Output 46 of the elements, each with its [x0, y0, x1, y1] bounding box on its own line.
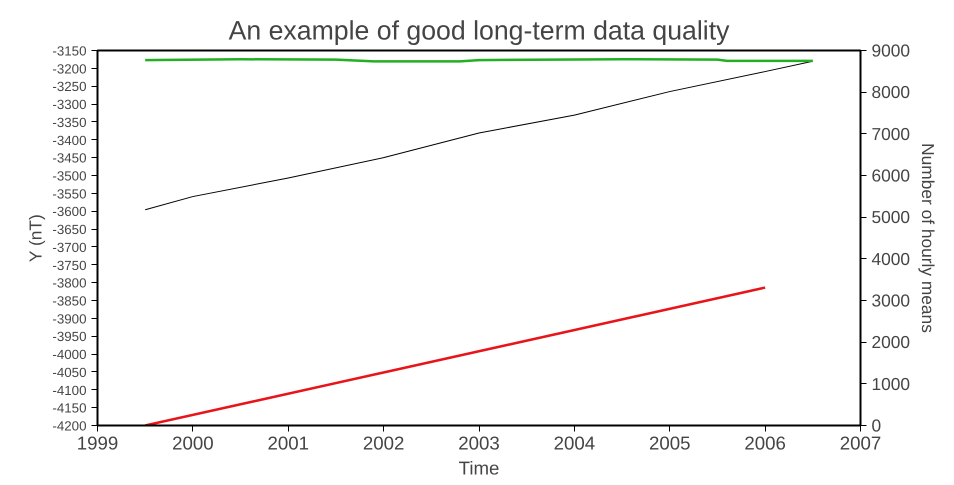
y-tick-label: -3250 [52, 79, 87, 94]
y-tick-label: -4000 [52, 347, 87, 362]
y-tick-label: -3150 [52, 44, 87, 58]
y-tick-label: -3950 [52, 329, 87, 344]
y-tick-label: -4200 [52, 418, 87, 434]
y-axis-title: Y (nT) [25, 214, 46, 262]
y2-tick-label: 7000 [872, 124, 910, 144]
y-tick-label: -3850 [52, 294, 87, 308]
y-tick-label: -3800 [52, 276, 87, 291]
y2-tick-label: 5000 [872, 207, 910, 228]
y-tick-label: -3200 [52, 61, 87, 76]
x-tick-label: 2004 [554, 432, 596, 454]
y-tick-label: -3600 [52, 204, 87, 220]
x-tick-label: 2003 [458, 432, 500, 454]
y-tick-label: -3550 [52, 186, 87, 202]
y-tick-label: -4100 [52, 382, 87, 398]
x-tick-label: 2000 [172, 432, 214, 454]
y2-tick-label: 1000 [872, 374, 910, 394]
y-tick-label: -3900 [52, 311, 87, 326]
y-tick-label: -4150 [52, 400, 87, 416]
x-tick-label: 1999 [76, 432, 118, 454]
y-tick-label: -3300 [52, 97, 87, 112]
y-tick-label: -3500 [52, 168, 87, 184]
y2-tick-label: 3000 [872, 290, 910, 310]
x-tick-label: 2007 [840, 432, 882, 454]
y-tick-label: -3350 [52, 114, 87, 130]
chart-title: An example of good long-term data quality [228, 16, 730, 46]
y-tick-label: -4050 [52, 364, 87, 380]
y-tick-label: -3400 [52, 132, 87, 148]
x-tick-label: 2006 [744, 432, 786, 454]
y2-axis-title: Number of hourly means [918, 143, 938, 334]
line-series [144, 60, 814, 210]
y-tick-label: -3750 [52, 258, 87, 273]
y-tick-label: -3650 [52, 222, 87, 238]
y-tick-label: -3450 [52, 150, 87, 166]
x-tick-label: 2001 [268, 432, 310, 454]
x-axis-title: Time [458, 458, 500, 478]
y2-tick-label: 8000 [872, 82, 910, 102]
y2-tick-label: 6000 [872, 166, 910, 186]
y-tick-label: -3700 [52, 240, 87, 255]
y2-tick-label: 4000 [872, 248, 910, 269]
x-tick-label: 2005 [649, 432, 691, 454]
y2-tick-label: 0 [872, 416, 882, 436]
x-tick-label: 2002 [362, 432, 404, 454]
y2-tick-label: 2000 [872, 332, 910, 352]
y2-tick-label: 9000 [872, 40, 910, 60]
